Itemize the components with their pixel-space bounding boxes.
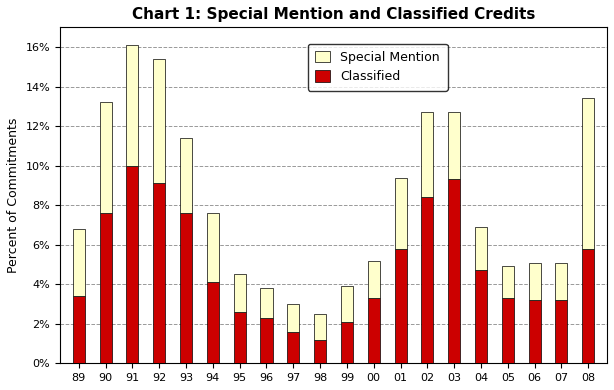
Bar (153, 183, 165, 363)
Bar (502, 298, 514, 363)
Bar (180, 138, 192, 213)
Bar (475, 270, 487, 363)
Bar (287, 304, 299, 332)
Bar (180, 213, 192, 363)
Bar (556, 262, 567, 300)
Bar (368, 261, 380, 298)
Bar (314, 340, 326, 363)
Bar (126, 45, 138, 166)
Bar (99, 103, 112, 213)
Bar (529, 262, 541, 300)
Bar (314, 314, 326, 340)
Bar (233, 312, 246, 363)
Bar (368, 298, 380, 363)
Bar (475, 227, 487, 270)
Bar (207, 213, 219, 282)
Bar (72, 229, 85, 296)
Bar (395, 177, 406, 249)
Bar (421, 112, 433, 197)
Bar (448, 112, 460, 179)
Bar (341, 286, 353, 322)
Bar (99, 213, 112, 363)
Bar (287, 332, 299, 363)
Title: Chart 1: Special Mention and Classified Credits: Chart 1: Special Mention and Classified … (132, 7, 535, 22)
Bar (529, 300, 541, 363)
Bar (72, 296, 85, 363)
Bar (233, 275, 246, 312)
Bar (153, 59, 165, 183)
Bar (207, 282, 219, 363)
Bar (448, 179, 460, 363)
Bar (260, 318, 273, 363)
Bar (395, 249, 406, 363)
Bar (260, 288, 273, 318)
Bar (502, 266, 514, 298)
Bar (421, 197, 433, 363)
Legend: Special Mention, Classified: Special Mention, Classified (308, 44, 448, 91)
Y-axis label: Percent of Commitments: Percent of Commitments (7, 118, 20, 273)
Bar (126, 166, 138, 363)
Bar (582, 98, 594, 249)
Bar (341, 322, 353, 363)
Bar (582, 249, 594, 363)
Bar (556, 300, 567, 363)
